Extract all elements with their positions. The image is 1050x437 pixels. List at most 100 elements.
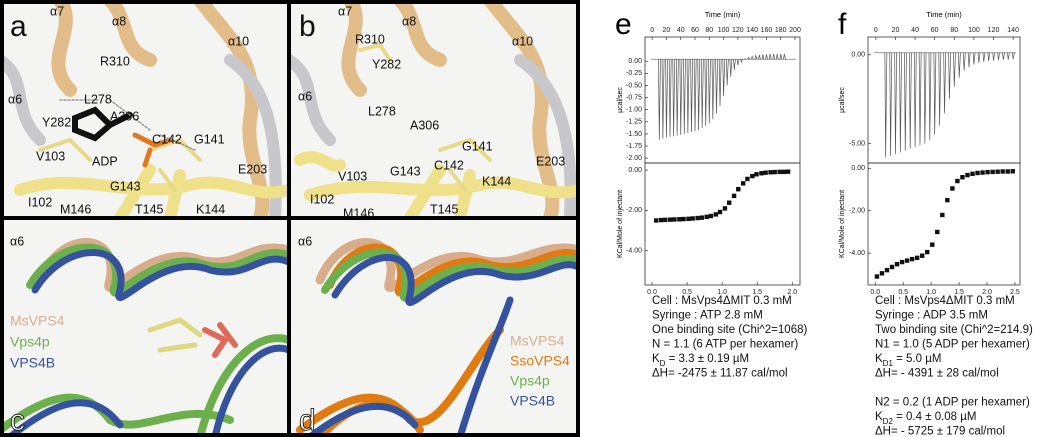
injection-peak [884,52,888,158]
panel-b-art [289,0,580,218]
data-point [884,267,890,273]
panel-letter: e [615,8,632,41]
data-point [658,217,664,223]
residue-label: T145 [430,202,459,216]
y-tick-label: -2.00 [626,155,642,162]
fit-result-subscript: D1 [883,359,894,368]
y-tick-label: -4.00 [626,248,642,255]
x-tick-label: 100 [968,27,980,34]
data-point [704,214,709,220]
y-tick-label: 0.00 [851,165,865,172]
x-tick-label: 60 [691,27,699,34]
data-point [945,197,950,203]
residue-label: M146 [343,206,374,220]
injection-peak [672,59,676,137]
injection-peak [679,59,683,135]
legend-entry: SsoVPS4 [510,353,570,369]
injection-peak [747,56,751,60]
injection-peak [928,52,932,140]
data-point [1000,169,1005,174]
injection-peak [722,59,726,97]
data-point [699,215,705,220]
injection-peak [733,59,736,70]
x-tick-label: 2.0 [982,289,992,296]
x-tick-label: 0.0 [647,289,657,296]
panel-letter: a [10,10,27,43]
data-point [713,212,719,217]
y-axis-title: µcal/sec [617,87,624,113]
data-point [708,213,714,219]
x-tick-label: 80 [705,27,713,34]
data-point [980,170,985,175]
data-point [930,242,935,247]
plot-frame [867,162,1021,286]
panel-d-art [296,238,580,437]
fit-result-part: K [875,353,883,365]
legend-entry: Vps4p [510,373,550,389]
fit-result-part: = 0.4 ± 0.08 µM [893,411,977,423]
panel-letter: f [838,8,847,41]
injection-peak [704,59,708,127]
residue-label: M146 [60,202,91,216]
residue-label: L278 [368,104,396,118]
injection-peak [943,52,947,114]
injection-peak [718,59,722,106]
x-tick-label: 180 [775,27,787,34]
injection-peak [977,52,981,63]
y-tick-label: -1.75 [626,143,642,150]
residue-label: α6 [298,234,312,248]
residue-label: α6 [298,89,312,103]
data-point [899,259,905,265]
y-axis-title: µcal/sec [839,87,846,113]
x-tick-label: 40 [677,27,685,34]
y-tick-label: -4.00 [849,250,865,257]
y-tick-label: -2.00 [626,207,642,214]
data-point [722,206,728,211]
x-tick-label: 1.0 [717,289,727,296]
residue-label: V103 [338,169,367,183]
residue-label: α8 [402,14,416,28]
injection-peak [982,52,986,62]
injection-peak [708,59,711,124]
data-point [654,218,659,223]
residue-label: K144 [196,202,225,216]
y-tick-label: -0.50 [626,82,642,89]
x-tick-label: 140 [746,27,758,34]
injection-peak [997,52,1000,61]
data-point [1010,169,1015,174]
fit-result: KD1 = 5.0 µM [875,353,941,368]
data-point [672,217,677,222]
plot-frame [644,162,801,286]
data-point [745,176,750,182]
data-point [955,178,960,184]
residue-label: R310 [355,32,385,46]
panel-letter: d [299,404,316,437]
data-point [960,175,965,180]
injection-peak [711,59,715,120]
data-point [717,209,723,215]
residue-label: A306 [410,118,439,132]
x-tick-label: 20 [892,27,900,34]
data-point [1005,169,1010,174]
fit-result: Cell : MsVps4ΔMIT 0.3 mM [875,295,1015,307]
legend-entry: VPS4B [510,393,555,409]
panel-c-art [0,238,289,437]
data-point [965,172,970,178]
injection-peak [958,52,961,78]
x-tick-label: 160 [761,27,773,34]
x-tick-label: 60 [931,27,939,34]
x-tick-label: 2.0 [787,289,797,296]
residue-label: K144 [482,174,511,188]
x-tick-label: 140 [1007,27,1019,34]
fit-result-subscript: D2 [883,417,894,426]
x-tick-label: 80 [950,27,958,34]
residue-label: A306 [110,109,139,123]
injection-peak [668,59,672,137]
injection-peak [933,52,937,135]
data-point [940,212,945,218]
injection-peak [913,52,917,148]
residue-label: G143 [390,164,421,178]
data-point [681,216,686,222]
